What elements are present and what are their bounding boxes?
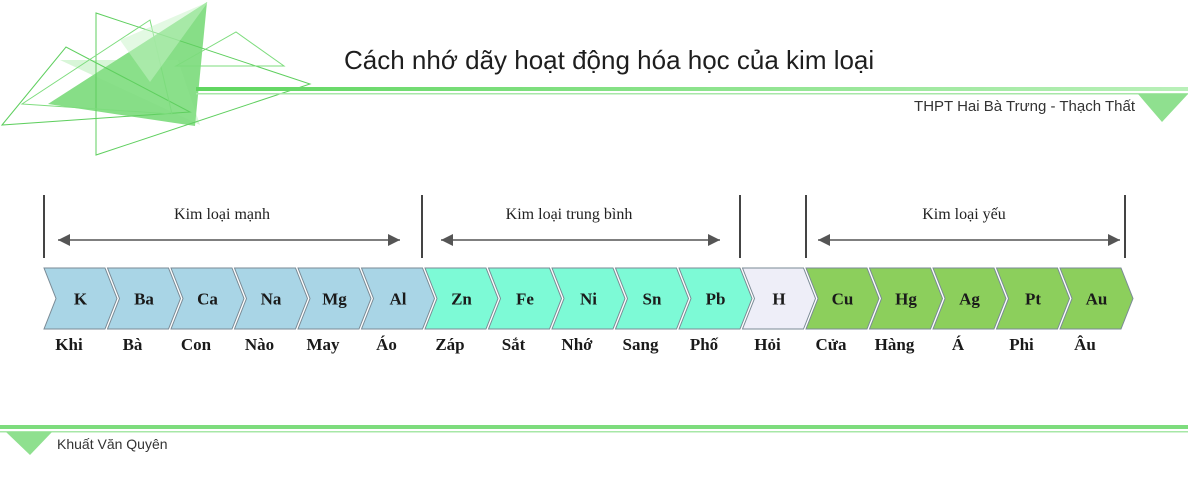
chevron-zn (424, 267, 499, 330)
chevron-pt (995, 267, 1071, 330)
mnemonic-ca: Con (181, 335, 212, 354)
symbol-al: Al (390, 290, 407, 309)
mnemonic-sn: Sang (623, 335, 659, 354)
mnemonic-hg: Hàng (875, 335, 915, 354)
mnemonic-ba: Bà (123, 335, 143, 354)
symbol-ag: Ag (959, 290, 980, 309)
group-label-medium: Kim loại trung bình (505, 206, 633, 223)
page-title: Cách nhớ dãy hoạt động hóa học của kim l… (344, 45, 875, 75)
chevron-pb (678, 267, 753, 330)
footer-rule (0, 425, 1188, 455)
chevron-al (360, 267, 436, 330)
author-name: Khuất Văn Quyên (57, 436, 168, 452)
group-brackets (43, 195, 1126, 258)
group-label-strong: Kim loại mạnh (174, 206, 270, 223)
symbol-sn: Sn (643, 290, 662, 309)
mnemonic-na: Nào (245, 335, 274, 354)
header-rule (196, 87, 1188, 122)
chevron-cu (805, 267, 880, 330)
mnemonic-al: Áo (376, 335, 397, 354)
symbol-cu: Cu (832, 290, 854, 309)
chevron-k (43, 267, 118, 330)
symbol-ni: Ni (580, 290, 597, 309)
symbol-au: Au (1086, 290, 1108, 309)
decor-triangles (0, 2, 312, 156)
chevron-ba (106, 267, 182, 330)
chevron-ag (932, 267, 1007, 330)
group-label-weak: Kim loại yếu (922, 206, 1006, 223)
mnemonic-zn: Záp (435, 335, 464, 354)
metal-series: K Khi Ba Bà Ca Con Na Nào Mg May Al Áo Zn Záp Fe Sắt Ni N… (43, 267, 1134, 354)
school-name: THPT Hai Bà Trưng - Thạch Thất (914, 98, 1135, 115)
symbol-pt: Pt (1025, 290, 1041, 309)
chevron-hg (868, 267, 944, 330)
chevron-mg (297, 267, 372, 330)
chevron-sn (614, 267, 690, 330)
mnemonic-ni: Nhớ (561, 335, 593, 354)
mnemonic-pt: Phi (1009, 335, 1034, 354)
mnemonic-pb: Phố (690, 335, 719, 354)
mnemonic-k: Khi (55, 335, 83, 354)
symbol-hg: Hg (895, 290, 917, 309)
symbol-na: Na (261, 290, 282, 309)
symbol-h: H (772, 290, 785, 309)
symbol-k: K (74, 290, 88, 309)
chevron-au (1059, 267, 1134, 330)
symbol-ba: Ba (134, 290, 154, 309)
symbol-zn: Zn (451, 290, 472, 309)
mnemonic-au: Âu (1074, 335, 1096, 354)
mnemonic-h: Hỏi (754, 335, 781, 354)
chevron-ca (170, 267, 245, 330)
mnemonic-cu: Cửa (816, 335, 847, 354)
chevron-h (741, 267, 817, 330)
symbol-pb: Pb (706, 290, 726, 309)
mnemonic-mg: May (306, 335, 340, 354)
symbol-ca: Ca (197, 290, 218, 309)
chevron-na (233, 267, 309, 330)
mnemonic-ag: Á (952, 335, 965, 354)
symbol-fe: Fe (516, 290, 534, 309)
symbol-mg: Mg (322, 290, 347, 309)
chevron-fe (487, 267, 563, 330)
chevron-ni (551, 267, 626, 330)
mnemonic-fe: Sắt (502, 335, 526, 354)
